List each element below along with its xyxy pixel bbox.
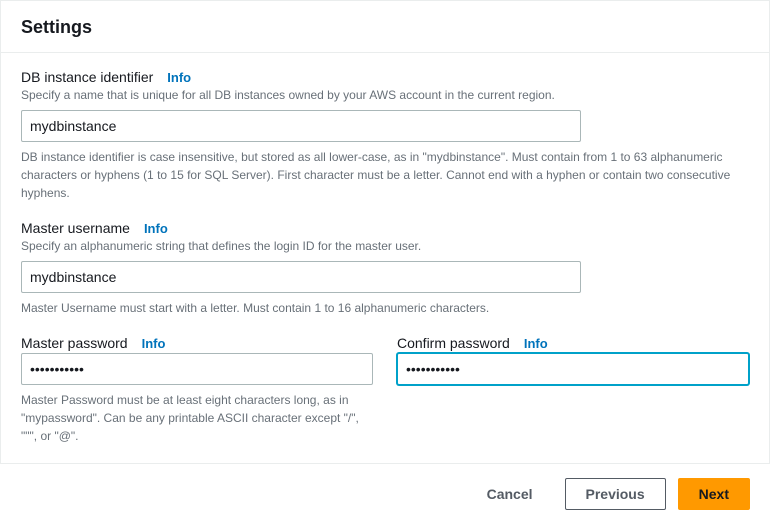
next-button[interactable]: Next <box>678 478 750 510</box>
panel-body: DB instance identifier Info Specify a na… <box>1 53 769 463</box>
password-row: Master password Info Master Password mus… <box>21 335 749 445</box>
db-identifier-desc: Specify a name that is unique for all DB… <box>21 87 749 104</box>
master-username-label: Master username <box>21 220 130 236</box>
db-identifier-input[interactable] <box>21 110 581 142</box>
master-username-info-link[interactable]: Info <box>144 221 168 236</box>
db-identifier-field: DB instance identifier Info Specify a na… <box>21 69 749 202</box>
master-password-field: Master password Info Master Password mus… <box>21 335 373 445</box>
db-identifier-label: DB instance identifier <box>21 69 153 85</box>
previous-button[interactable]: Previous <box>565 478 666 510</box>
confirm-password-info-link[interactable]: Info <box>524 336 548 351</box>
settings-panel: Settings DB instance identifier Info Spe… <box>0 0 770 464</box>
panel-header: Settings <box>1 1 769 53</box>
label-row: Confirm password Info <box>397 335 749 351</box>
master-password-input[interactable] <box>21 353 373 385</box>
confirm-password-field: Confirm password Info <box>397 335 749 445</box>
master-username-help: Master Username must start with a letter… <box>21 299 749 317</box>
master-username-input[interactable] <box>21 261 581 293</box>
label-row: DB instance identifier Info <box>21 69 749 85</box>
panel-title: Settings <box>21 17 749 38</box>
cancel-button[interactable]: Cancel <box>467 478 553 510</box>
master-username-field: Master username Info Specify an alphanum… <box>21 220 749 317</box>
master-password-label: Master password <box>21 335 128 351</box>
label-row: Master password Info <box>21 335 373 351</box>
db-identifier-help: DB instance identifier is case insensiti… <box>21 148 749 202</box>
label-row: Master username Info <box>21 220 749 236</box>
confirm-password-label: Confirm password <box>397 335 510 351</box>
master-password-info-link[interactable]: Info <box>142 336 166 351</box>
master-username-desc: Specify an alphanumeric string that defi… <box>21 238 749 255</box>
confirm-password-input[interactable] <box>397 353 749 385</box>
master-password-help: Master Password must be at least eight c… <box>21 391 373 445</box>
db-identifier-info-link[interactable]: Info <box>167 70 191 85</box>
footer-actions: Cancel Previous Next <box>0 464 770 524</box>
